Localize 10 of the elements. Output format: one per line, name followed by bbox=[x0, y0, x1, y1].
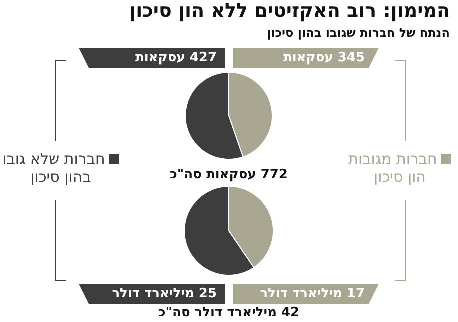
data-label: 25 מיליארד דולר bbox=[112, 286, 217, 302]
legend-label: חברות שלא גובו בהון סיכון bbox=[2, 150, 106, 186]
data-label: 345 עסקאות bbox=[283, 50, 365, 66]
data-label: 17 מיליארד דולר bbox=[260, 286, 365, 302]
data-label: 427 עסקאות bbox=[135, 50, 217, 66]
chart-title: המימון: רוב האקזיטים ללא הון סיכון bbox=[130, 0, 450, 22]
text: 772 עסקאות סה"כ bbox=[170, 167, 288, 182]
legend-label: חברות מגובות הון סיכון bbox=[348, 150, 438, 186]
chart-subtitle: הנתח של חברות שגובו בהון סיכון bbox=[266, 26, 450, 40]
text: 42 מיליארד דולר סה"כ bbox=[158, 305, 300, 320]
